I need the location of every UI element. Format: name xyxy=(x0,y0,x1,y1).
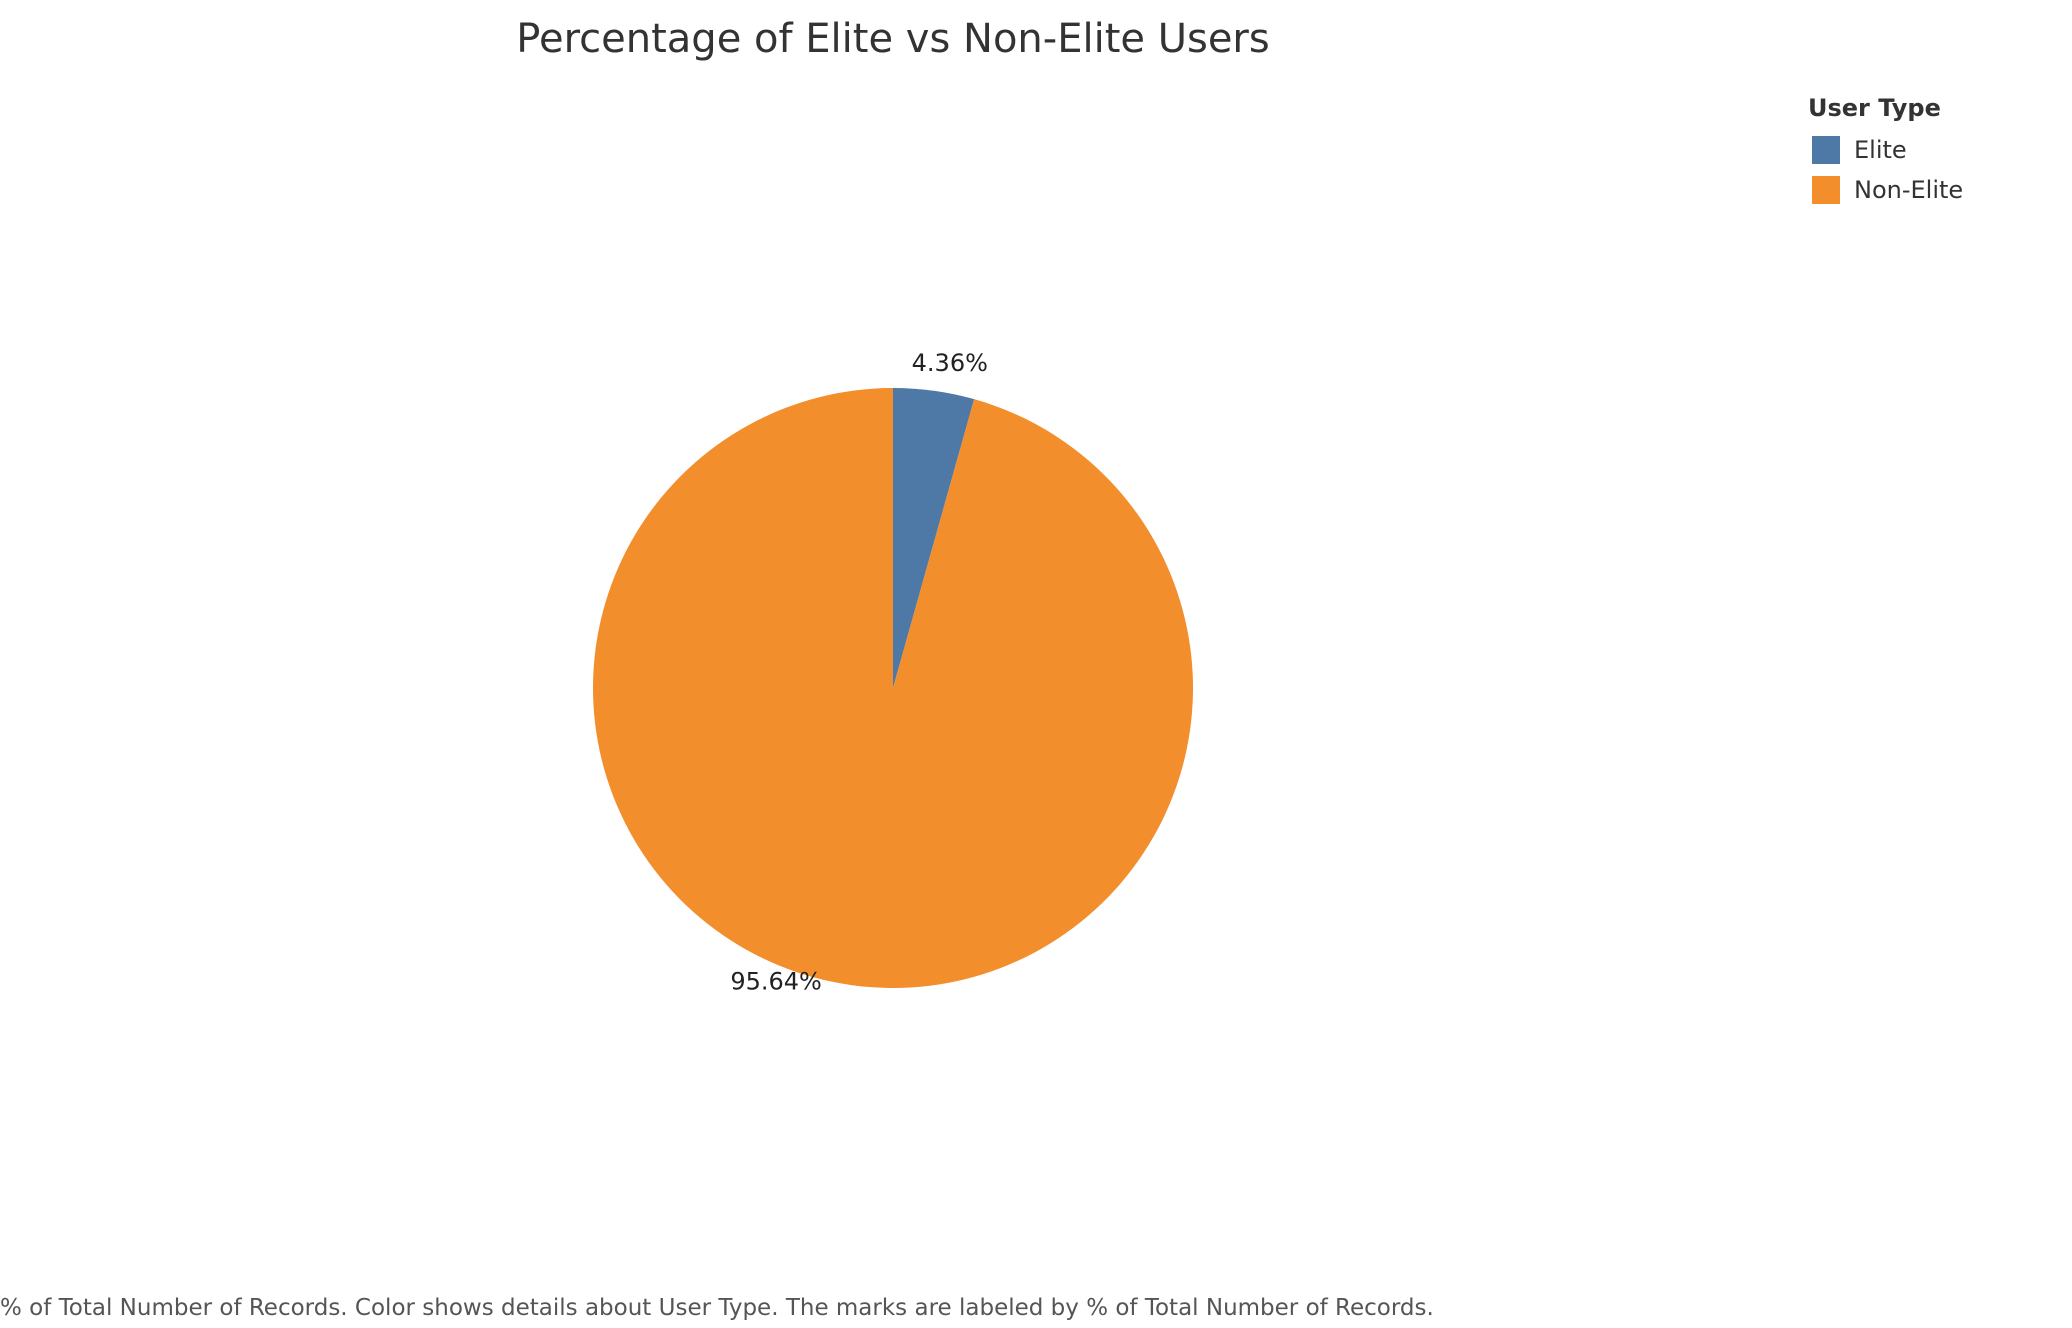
chart-caption: % of Total Number of Records. Color show… xyxy=(0,1295,1434,1321)
chart-title: Percentage of Elite vs Non-Elite Users xyxy=(516,16,1270,62)
legend-swatch-elite xyxy=(1812,136,1840,164)
legend-label-non-elite: Non-Elite xyxy=(1854,176,1964,204)
legend-item-non-elite[interactable]: Non-Elite xyxy=(1808,170,1963,210)
legend-swatch-non-elite xyxy=(1812,176,1840,204)
slice-label-elite: 4.36% xyxy=(912,349,988,377)
pie-slice-elite[interactable] xyxy=(893,388,975,688)
slice-label-non-elite: 95.64% xyxy=(730,968,822,996)
legend: User Type Elite Non-Elite xyxy=(1808,94,1963,210)
legend-item-elite[interactable]: Elite xyxy=(1808,130,1963,170)
legend-title: User Type xyxy=(1808,94,1941,122)
pie-slice-non-elite[interactable] xyxy=(593,388,1193,988)
legend-label-elite: Elite xyxy=(1854,136,1907,164)
